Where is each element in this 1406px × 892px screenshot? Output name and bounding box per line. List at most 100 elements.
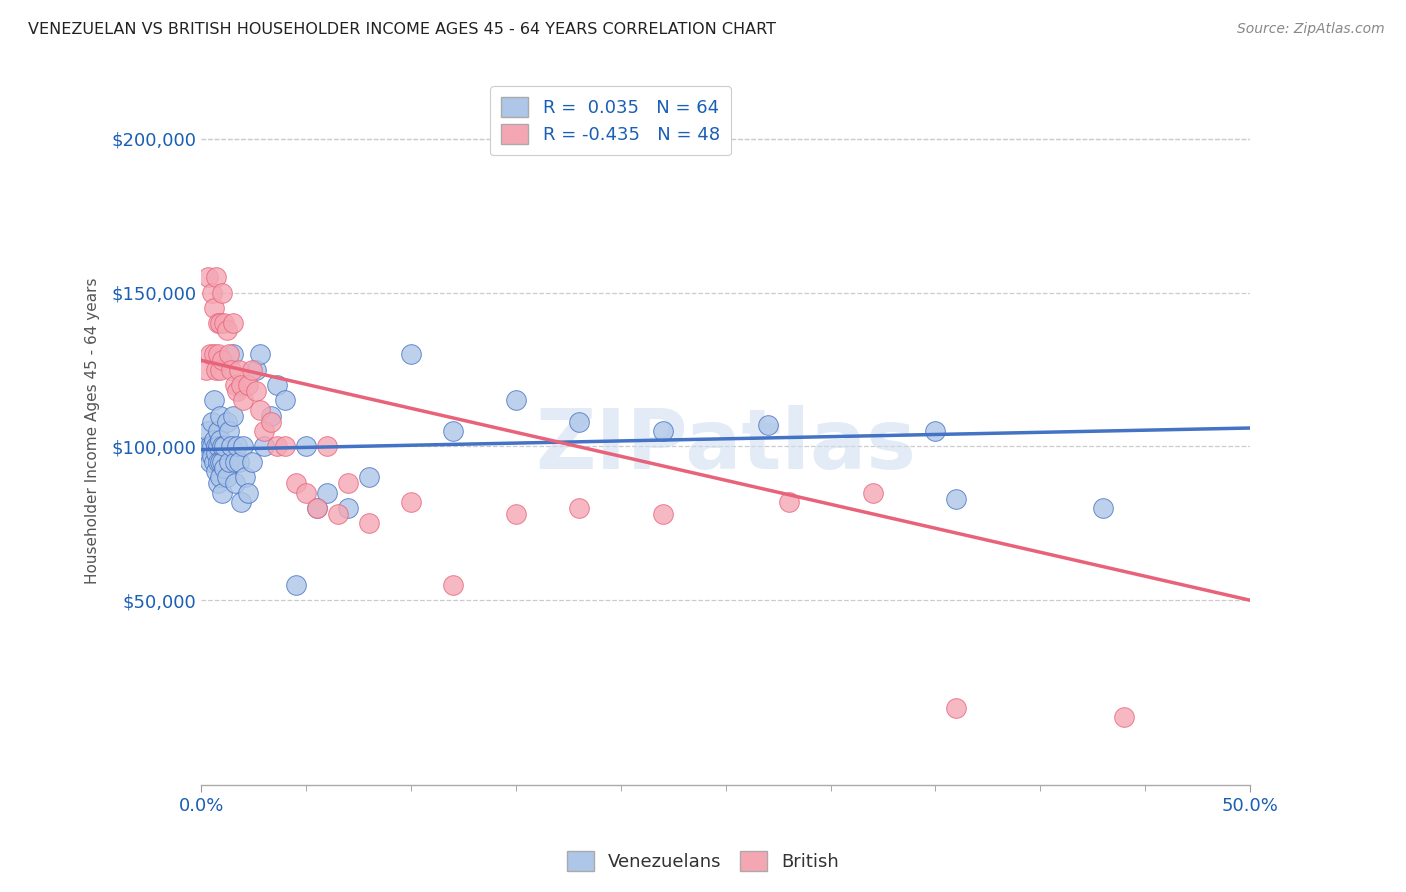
Point [205, 270, 228, 285]
Point [236, 485, 259, 500]
Text: Source: ZipAtlas.com: Source: ZipAtlas.com [1237, 22, 1385, 37]
Point [215, 470, 238, 484]
Point [305, 500, 328, 515]
Point [202, 434, 225, 448]
Point [222, 409, 245, 423]
Point [756, 417, 779, 432]
Point [209, 362, 232, 376]
Point [207, 424, 229, 438]
Point [215, 415, 238, 429]
Point [236, 378, 259, 392]
Point [219, 362, 242, 376]
Point [295, 485, 318, 500]
Point [197, 445, 219, 459]
Point [202, 455, 225, 469]
Point [228, 455, 250, 469]
Point [194, 362, 217, 376]
Point [198, 347, 221, 361]
Point [207, 476, 229, 491]
Point [194, 440, 217, 454]
Point [337, 476, 360, 491]
Point [211, 455, 233, 469]
Point [1092, 500, 1115, 515]
Point [568, 500, 591, 515]
Point [214, 317, 236, 331]
Point [198, 455, 221, 469]
Point [209, 470, 232, 484]
Point [441, 424, 464, 438]
Point [326, 507, 349, 521]
Point [259, 409, 281, 423]
Point [224, 476, 246, 491]
Point [201, 415, 224, 429]
Point [211, 440, 233, 454]
Point [316, 485, 339, 500]
Point [253, 424, 276, 438]
Point [211, 285, 233, 300]
Point [945, 701, 967, 715]
Point [207, 317, 229, 331]
Point [209, 317, 232, 331]
Point [862, 485, 884, 500]
Point [231, 378, 253, 392]
Text: ZIPatlas: ZIPatlas [536, 405, 917, 486]
Point [205, 440, 228, 454]
Point [305, 500, 328, 515]
Point [240, 362, 263, 376]
Point [224, 455, 246, 469]
Point [209, 455, 232, 469]
Point [197, 270, 219, 285]
Point [205, 362, 228, 376]
Point [218, 455, 240, 469]
Text: VENEZUELAN VS BRITISH HOUSEHOLDER INCOME AGES 45 - 64 YEARS CORRELATION CHART: VENEZUELAN VS BRITISH HOUSEHOLDER INCOME… [28, 22, 776, 37]
Point [399, 495, 422, 509]
Point [505, 393, 527, 408]
Point [218, 347, 240, 361]
Point [224, 378, 246, 392]
Point [211, 353, 233, 368]
Point [209, 409, 232, 423]
Point [359, 470, 381, 484]
Point [219, 440, 242, 454]
Y-axis label: Householder Income Ages 45 - 64 years: Householder Income Ages 45 - 64 years [86, 277, 100, 584]
Point [266, 378, 288, 392]
Point [266, 440, 288, 454]
Point [214, 461, 236, 475]
Point [201, 440, 224, 454]
Point [207, 440, 229, 454]
Point [778, 495, 800, 509]
Point [211, 485, 233, 500]
Point [253, 440, 276, 454]
Point [274, 440, 297, 454]
Point [284, 476, 307, 491]
Point [222, 347, 245, 361]
Point [245, 384, 267, 398]
Point [441, 578, 464, 592]
Point [232, 440, 254, 454]
Point [222, 317, 245, 331]
Point [651, 507, 673, 521]
Point [316, 440, 339, 454]
Point [198, 440, 221, 454]
Point [337, 500, 360, 515]
Point [945, 491, 967, 506]
Point [197, 424, 219, 438]
Point [359, 516, 381, 531]
Point [202, 347, 225, 361]
Point [207, 455, 229, 469]
Point [295, 440, 318, 454]
Point [249, 347, 271, 361]
Point [209, 434, 232, 448]
Point [284, 578, 307, 592]
Point [240, 455, 263, 469]
Point [202, 301, 225, 315]
Point [651, 424, 673, 438]
Point [245, 362, 267, 376]
Point [226, 384, 249, 398]
Point [505, 507, 527, 521]
Point [218, 424, 240, 438]
Point [201, 285, 224, 300]
Point [259, 415, 281, 429]
Legend: Venezuelans, British: Venezuelans, British [560, 844, 846, 879]
Point [207, 347, 229, 361]
